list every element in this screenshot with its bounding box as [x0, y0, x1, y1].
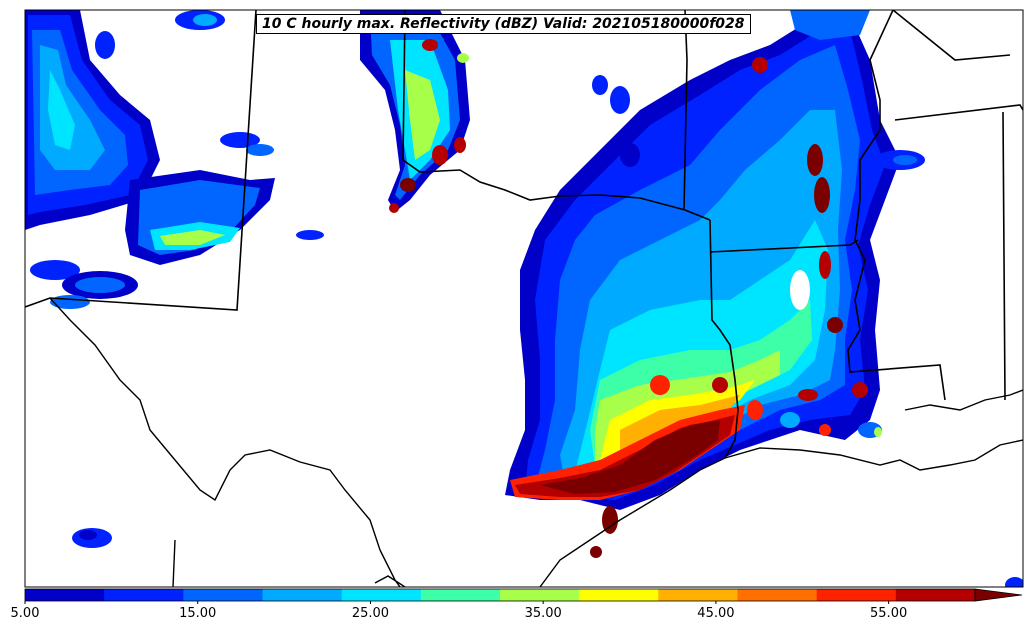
colorbar-segment: [262, 589, 343, 601]
colorbar-tick-label: 25.00: [351, 606, 390, 621]
al-ga-border: [1002, 111, 1006, 401]
rio-grande: [49, 297, 401, 587]
map-frame: [24, 9, 1024, 588]
gulf-coast: [539, 439, 1023, 587]
colorbar-segment: [341, 589, 422, 601]
coastlines: [49, 297, 1023, 587]
mississippi-river-border: [847, 10, 946, 401]
mx-border-west: [172, 539, 176, 587]
colorbar-tick-label: 55.00: [870, 606, 908, 621]
colorbar-segment: [658, 589, 738, 601]
colorbar-segment: [25, 589, 105, 601]
colorbar-extend-arrow: [974, 588, 1023, 602]
nw-storm-cluster: [25, 10, 324, 548]
tn-border: [894, 104, 1023, 121]
colorbar-segment: [895, 589, 976, 601]
colorbar-segment: [816, 589, 897, 601]
state-boundaries: [25, 10, 1023, 459]
red-river-border: [402, 10, 711, 221]
mx-border-east: [374, 575, 406, 587]
colorbar-segment: [579, 589, 659, 601]
ne-storm-cluster: [790, 10, 1023, 587]
colorbar-tick-label: 5.00: [10, 606, 40, 621]
tx-la-border: [709, 219, 739, 459]
colorbar-segment: [420, 589, 501, 601]
colorbar-segment: [737, 589, 818, 601]
colorbar-segment: [183, 589, 263, 601]
colorbar-tick-label: 35.00: [524, 606, 562, 621]
nm-border: [25, 10, 257, 311]
colorbar-outline: [24, 588, 976, 602]
colorbar-tick-label: 15.00: [179, 606, 217, 621]
panhandle-storm-line: [360, 10, 470, 213]
colorbar-tick-label: 45.00: [697, 606, 735, 621]
la-coast-north: [904, 389, 1023, 411]
colorbar: [24, 588, 1023, 604]
ky-border: [892, 10, 1011, 61]
reflectivity-field: [25, 10, 1023, 587]
colorbar-segment: [104, 589, 184, 601]
colorbar-segment: [500, 589, 580, 601]
map-title: 10 C hourly max. Reflectivity (dBZ) Vali…: [256, 14, 751, 34]
main-storm-system: [505, 15, 925, 558]
